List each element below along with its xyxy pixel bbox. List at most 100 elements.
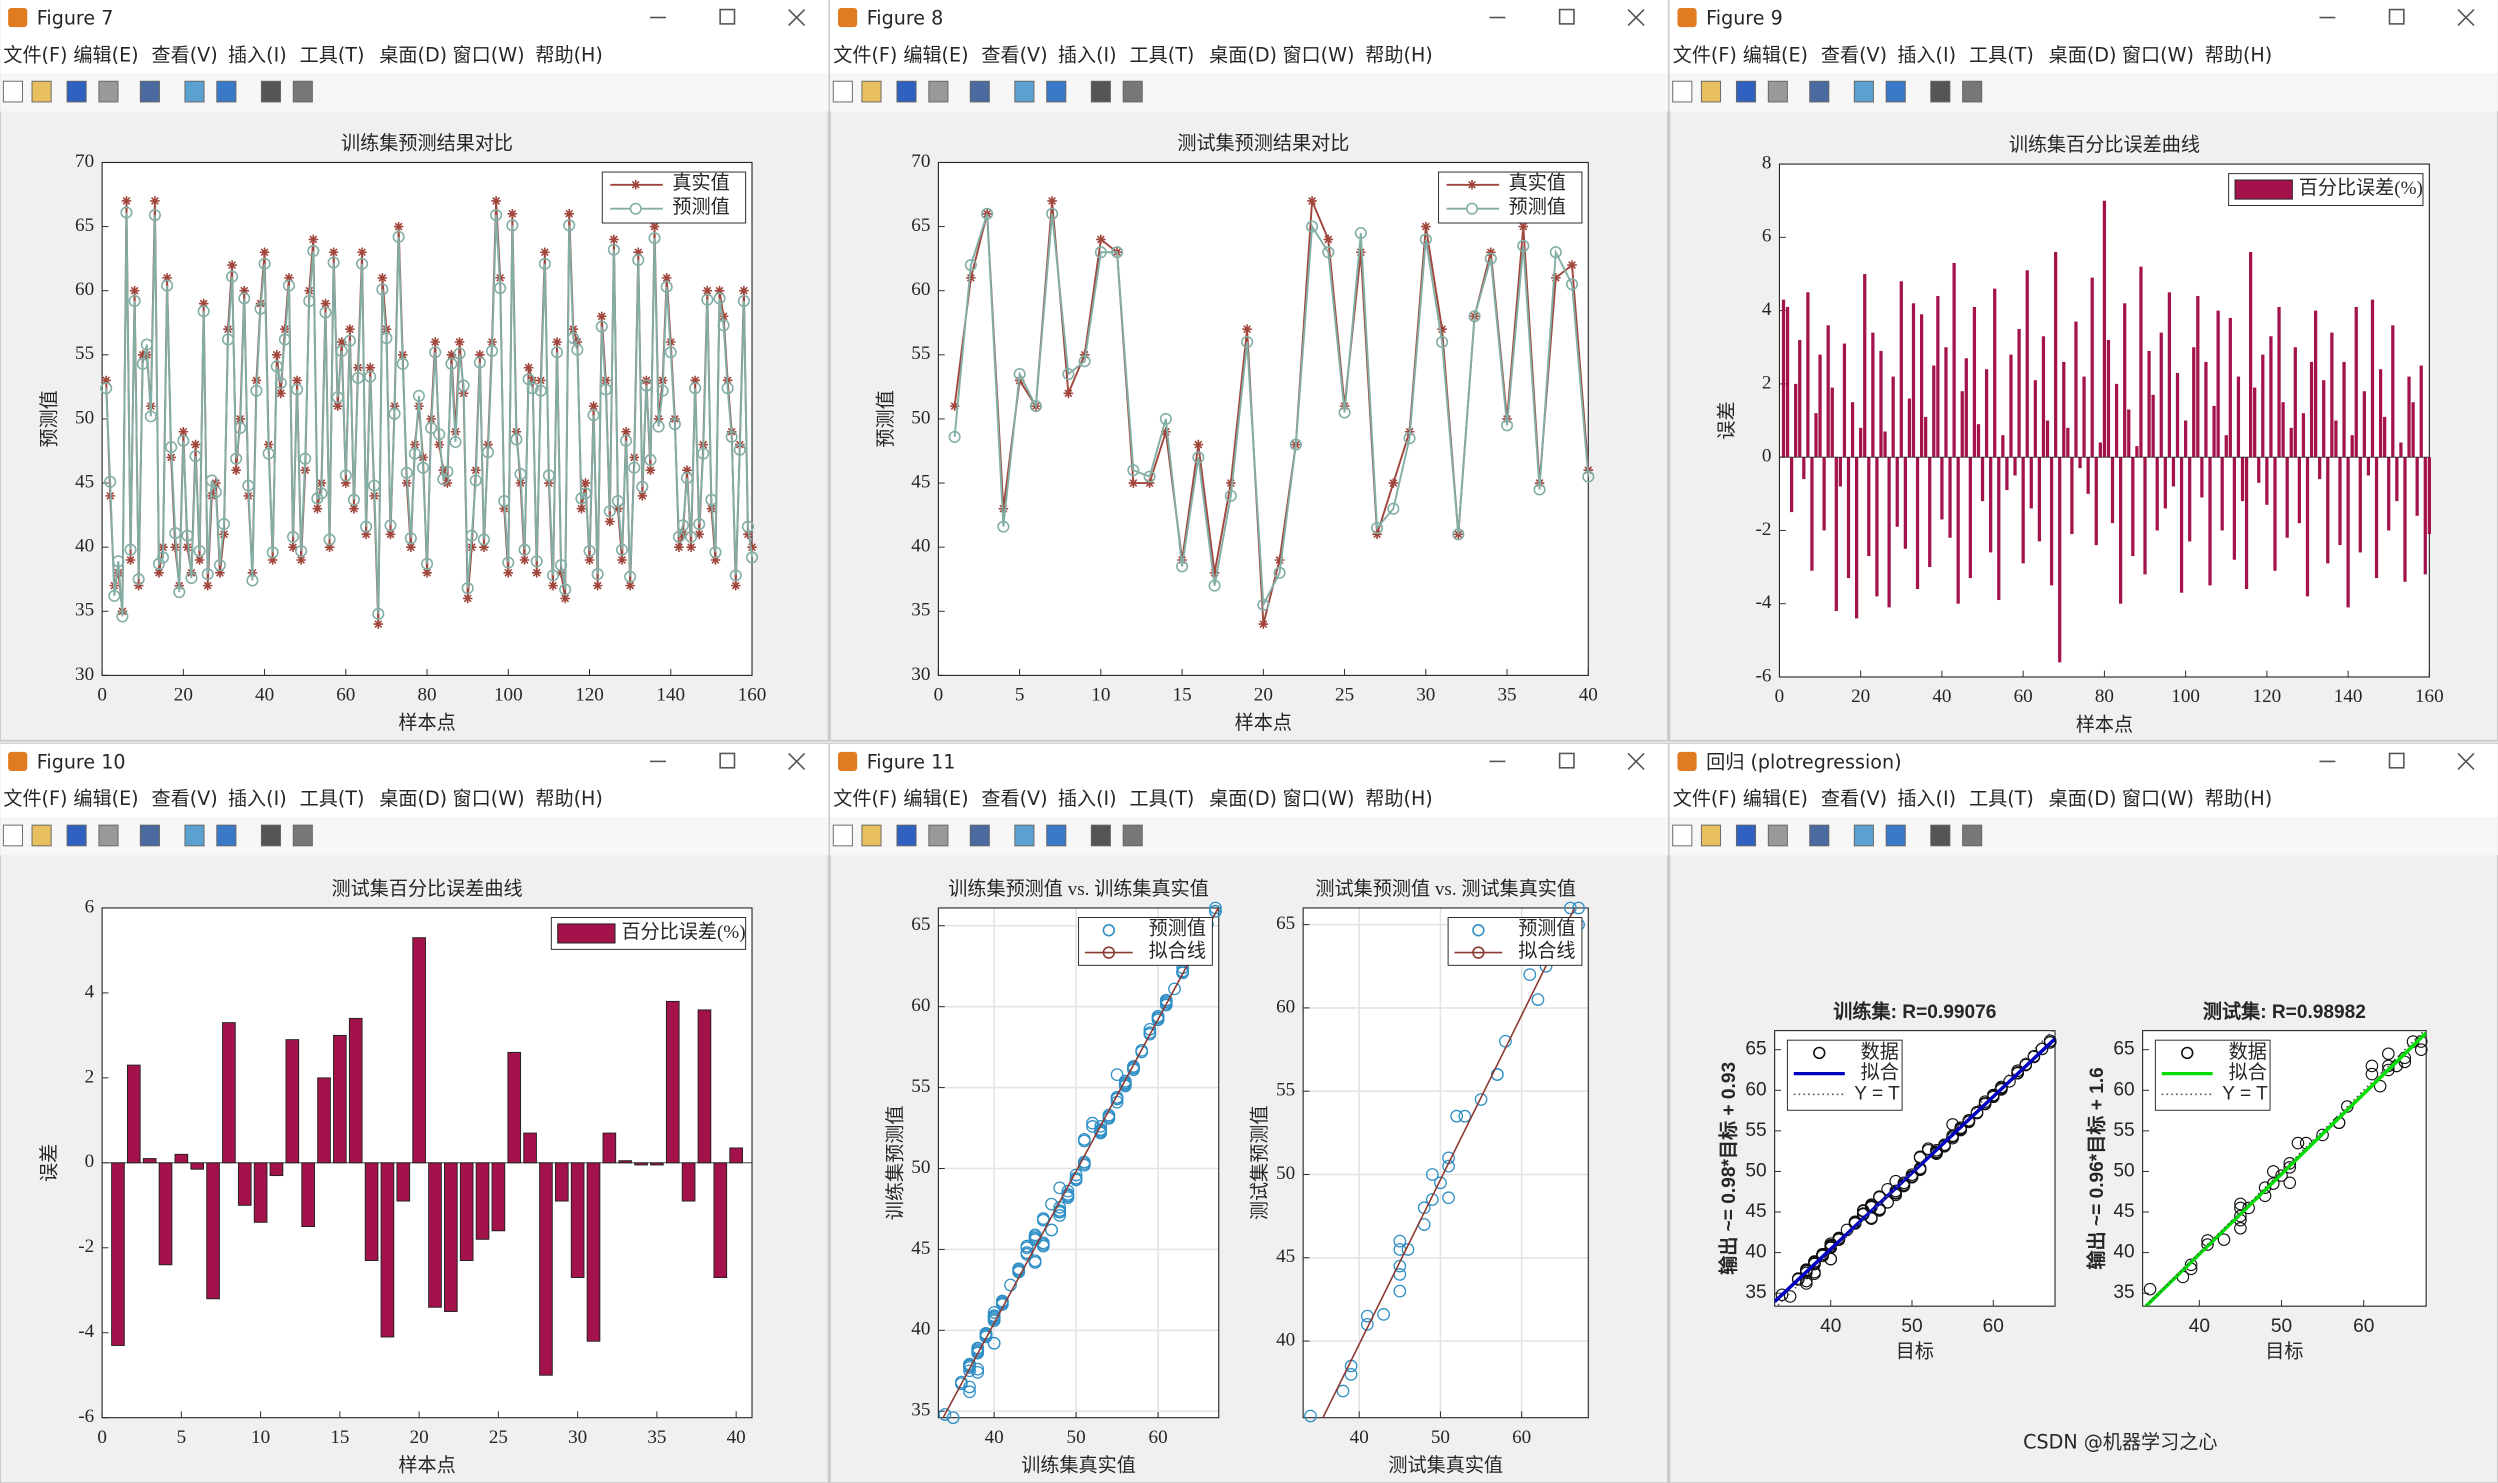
menu-item[interactable]: 帮助(H)	[535, 787, 603, 810]
menu-item[interactable]: 窗口(W)	[453, 787, 525, 810]
menu-item[interactable]: 帮助(H)	[2205, 787, 2273, 810]
menu-item[interactable]: 工具(T)	[300, 43, 365, 66]
menu-item[interactable]: 插入(I)	[1058, 787, 1117, 810]
close-button[interactable]	[2457, 752, 2475, 770]
menu-item[interactable]: 查看(V)	[151, 43, 217, 66]
toolbar-button[interactable]	[832, 824, 853, 847]
toolbar-button[interactable]	[2, 824, 23, 847]
toolbar-button[interactable]	[1672, 824, 1693, 847]
maximize-button[interactable]	[1558, 8, 1575, 25]
toolbar-button[interactable]	[896, 80, 917, 103]
toolbar-button[interactable]	[292, 80, 313, 103]
toolbar-button[interactable]	[216, 80, 237, 103]
maximize-button[interactable]	[719, 8, 736, 25]
menu-item[interactable]: 窗口(W)	[1282, 787, 1354, 810]
toolbar-button[interactable]	[1122, 80, 1143, 103]
toolbar-button[interactable]	[1885, 824, 1906, 847]
close-button[interactable]	[788, 752, 806, 770]
toolbar-button[interactable]	[260, 824, 281, 847]
menu-item[interactable]: 查看(V)	[151, 787, 217, 810]
menu-item[interactable]: 文件(F)	[3, 43, 67, 66]
menu-item[interactable]: 查看(V)	[1821, 43, 1887, 66]
toolbar-button[interactable]	[216, 824, 237, 847]
menu-item[interactable]: 窗口(W)	[1282, 43, 1354, 66]
menu-item[interactable]: 查看(V)	[981, 787, 1047, 810]
toolbar-button[interactable]	[98, 824, 119, 847]
toolbar-button[interactable]	[1962, 80, 1983, 103]
toolbar-button[interactable]	[1885, 80, 1906, 103]
toolbar-button[interactable]	[184, 824, 205, 847]
menu-item[interactable]: 文件(F)	[3, 787, 67, 810]
toolbar-button[interactable]	[832, 80, 853, 103]
maximize-button[interactable]	[2388, 8, 2405, 25]
menu-item[interactable]: 文件(F)	[1673, 43, 1737, 66]
menu-item[interactable]: 文件(F)	[1673, 787, 1737, 810]
menu-item[interactable]: 桌面(D)	[1209, 43, 1277, 66]
toolbar-button[interactable]	[2, 80, 23, 103]
menu-item[interactable]: 编辑(E)	[903, 43, 968, 66]
toolbar-button[interactable]	[1767, 824, 1788, 847]
menu-item[interactable]: 帮助(H)	[535, 43, 603, 66]
menu-item[interactable]: 插入(I)	[228, 43, 287, 66]
toolbar-button[interactable]	[1014, 824, 1035, 847]
menu-item[interactable]: 文件(F)	[833, 787, 897, 810]
menu-item[interactable]: 窗口(W)	[2122, 787, 2194, 810]
toolbar-button[interactable]	[861, 824, 882, 847]
toolbar-button[interactable]	[1809, 80, 1830, 103]
menu-item[interactable]: 编辑(E)	[1743, 787, 1808, 810]
toolbar-button[interactable]	[1700, 824, 1721, 847]
toolbar-button[interactable]	[928, 824, 949, 847]
toolbar-button[interactable]	[98, 80, 119, 103]
menu-item[interactable]: 查看(V)	[981, 43, 1047, 66]
menu-item[interactable]: 编辑(E)	[1743, 43, 1808, 66]
menu-item[interactable]: 插入(I)	[1897, 43, 1956, 66]
toolbar-button[interactable]	[31, 824, 52, 847]
maximize-button[interactable]	[2388, 752, 2405, 769]
toolbar-button[interactable]	[1962, 824, 1983, 847]
toolbar-button[interactable]	[66, 80, 87, 103]
toolbar-button[interactable]	[1122, 824, 1143, 847]
toolbar-button[interactable]	[928, 80, 949, 103]
toolbar-button[interactable]	[861, 80, 882, 103]
toolbar-button[interactable]	[66, 824, 87, 847]
menu-item[interactable]: 工具(T)	[1969, 43, 2034, 66]
toolbar-button[interactable]	[292, 824, 313, 847]
menu-item[interactable]: 桌面(D)	[2049, 43, 2117, 66]
menu-item[interactable]: 插入(I)	[1897, 787, 1956, 810]
menu-item[interactable]: 编辑(E)	[73, 787, 138, 810]
toolbar-button[interactable]	[969, 80, 990, 103]
toolbar-button[interactable]	[1930, 80, 1951, 103]
toolbar-button[interactable]	[1090, 824, 1111, 847]
toolbar-button[interactable]	[1735, 824, 1757, 847]
menu-item[interactable]: 桌面(D)	[1209, 787, 1277, 810]
menu-item[interactable]: 工具(T)	[1130, 787, 1195, 810]
toolbar-button[interactable]	[1672, 80, 1693, 103]
toolbar-button[interactable]	[1735, 80, 1757, 103]
toolbar-button[interactable]	[184, 80, 205, 103]
toolbar-button[interactable]	[1809, 824, 1830, 847]
menu-item[interactable]: 帮助(H)	[2205, 43, 2273, 66]
menu-item[interactable]: 查看(V)	[1821, 787, 1887, 810]
toolbar-button[interactable]	[260, 80, 281, 103]
toolbar-button[interactable]	[1767, 80, 1788, 103]
menu-item[interactable]: 文件(F)	[833, 43, 897, 66]
toolbar-button[interactable]	[1046, 80, 1067, 103]
menu-item[interactable]: 帮助(H)	[1365, 787, 1433, 810]
close-button[interactable]	[2457, 8, 2475, 27]
menu-item[interactable]: 工具(T)	[300, 787, 365, 810]
maximize-button[interactable]	[719, 752, 736, 769]
menu-item[interactable]: 桌面(D)	[379, 43, 447, 66]
menu-item[interactable]: 窗口(W)	[2122, 43, 2194, 66]
toolbar-button[interactable]	[1046, 824, 1067, 847]
toolbar-button[interactable]	[139, 80, 160, 103]
toolbar-button[interactable]	[1853, 80, 1874, 103]
menu-item[interactable]: 桌面(D)	[379, 787, 447, 810]
maximize-button[interactable]	[1558, 752, 1575, 769]
toolbar-button[interactable]	[1014, 80, 1035, 103]
toolbar-button[interactable]	[1853, 824, 1874, 847]
menu-item[interactable]: 桌面(D)	[2049, 787, 2117, 810]
menu-item[interactable]: 帮助(H)	[1365, 43, 1433, 66]
toolbar-button[interactable]	[896, 824, 917, 847]
menu-item[interactable]: 编辑(E)	[903, 787, 968, 810]
toolbar-button[interactable]	[31, 80, 52, 103]
